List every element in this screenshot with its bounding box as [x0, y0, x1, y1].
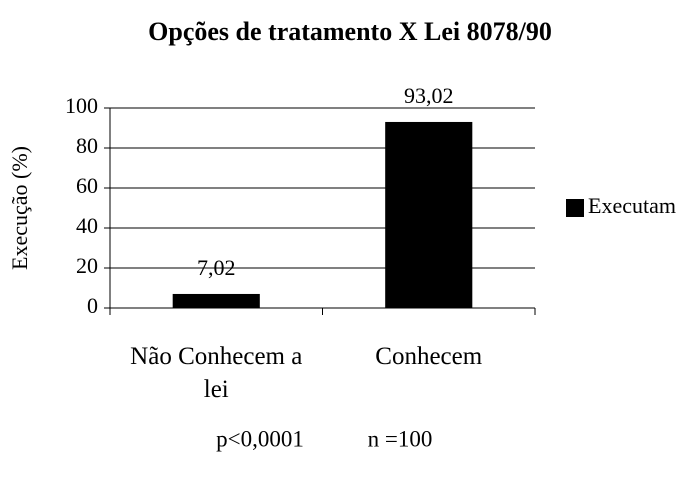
- bar: [172, 293, 260, 308]
- data-label: 7,02: [197, 255, 236, 280]
- bar: [385, 121, 473, 309]
- x-tick-label: Não Conhecem a lei: [130, 343, 303, 403]
- y-tick-label: 60: [76, 173, 98, 198]
- y-tick-label: 20: [76, 253, 98, 278]
- y-tick-label: 0: [87, 293, 98, 318]
- y-tick-label: 80: [76, 133, 98, 158]
- legend-swatch: [566, 199, 584, 217]
- legend-label: Executam: [588, 193, 676, 218]
- data-label: 93,02: [404, 83, 454, 108]
- y-tick-label: 40: [76, 213, 98, 238]
- annotation: p<0,0001: [216, 426, 304, 451]
- y-tick-label: 100: [65, 93, 98, 118]
- x-tick-label: Conhecem: [375, 343, 483, 370]
- chart-title: Opções de tratamento X Lei 8078/90: [148, 17, 552, 46]
- annotation: n =100: [368, 426, 433, 451]
- y-axis-label: Execução (%): [7, 146, 32, 270]
